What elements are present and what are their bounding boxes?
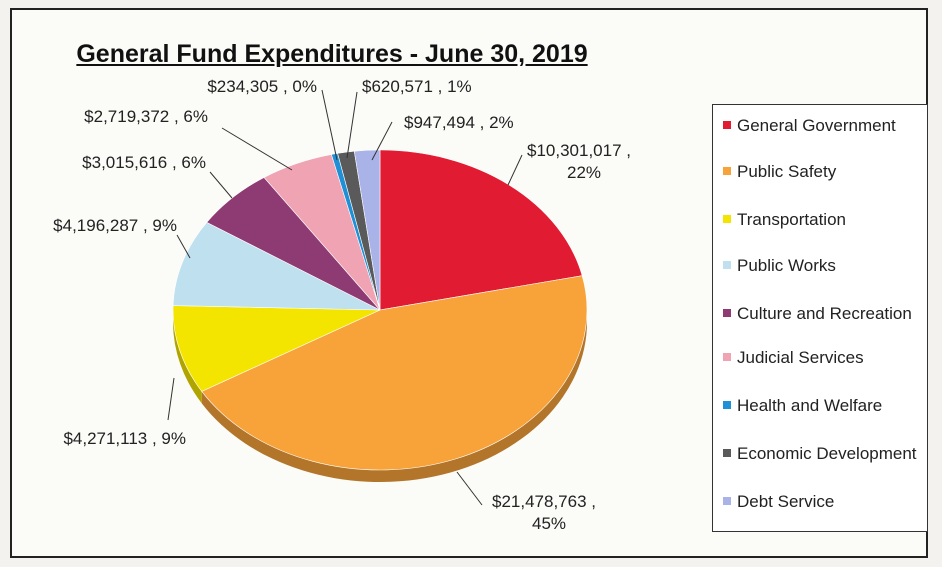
leader-line-6 <box>321 89 338 161</box>
pie-sides <box>173 310 587 482</box>
data-label-7: $620,571 , 1% <box>362 77 472 96</box>
legend-label-6: Health and Welfare <box>737 396 883 415</box>
chart-frame: General Fund Expenditures - June 30, 201… <box>10 8 928 558</box>
data-label-4: $3,015,616 , 6% <box>82 153 206 172</box>
data-label-6: $234,305 , 0% <box>207 77 317 96</box>
legend-label-1: Public Safety <box>737 162 837 181</box>
pie-side-2 <box>173 310 202 404</box>
pie-slice-8 <box>353 149 381 311</box>
legend-label-3: Public Works <box>737 256 836 275</box>
chart-title: General Fund Expenditures - June 30, 201… <box>76 40 588 68</box>
legend-swatch-4 <box>723 309 731 317</box>
legend-label-7: Economic Development <box>737 444 917 463</box>
data-label-5: $2,719,372 , 6% <box>84 107 208 126</box>
legend-swatch-8 <box>723 497 731 505</box>
legend-swatch-3 <box>723 261 731 269</box>
leader-line-8 <box>371 121 393 161</box>
leader-line-5 <box>221 127 293 171</box>
pie-slice-3 <box>172 221 381 311</box>
chart-legend: General Government Public Safety Transport… <box>712 104 928 532</box>
legend-label-5: Judicial Services <box>737 348 864 367</box>
legend-swatch-1 <box>723 167 731 175</box>
leader-line-0 <box>507 154 523 186</box>
data-label-3: $4,196,287 , 9% <box>53 216 177 235</box>
data-label-2: $4,271,113 , 9% <box>63 429 186 448</box>
legend-swatch-6 <box>723 401 731 409</box>
leader-line-4 <box>209 171 233 199</box>
leader-line-1 <box>456 471 483 506</box>
legend-label-8: Debt Service <box>737 492 835 511</box>
data-label-8: $947,494 , 2% <box>404 113 514 132</box>
legend-label-4: Culture and Recreation <box>737 304 912 323</box>
legend-swatch-2 <box>723 215 731 223</box>
pie-chart: $10,301,017 , 22% $21,478,763 , 45% $4,271,1… <box>53 77 631 533</box>
leader-line-7 <box>346 91 358 159</box>
legend-swatch-0 <box>723 121 731 129</box>
pie-slice-2 <box>172 305 381 392</box>
data-label-0: $10,301,017 , 22% <box>527 141 631 182</box>
pie-slice-0 <box>379 149 583 311</box>
legend-label-2: Transportation <box>737 210 846 229</box>
legend-label-0: General Government <box>737 116 896 135</box>
leader-line-3 <box>176 234 191 259</box>
legend-swatch-5 <box>723 353 731 361</box>
leader-line-2 <box>167 377 175 421</box>
data-label-1: $21,478,763 , 45% <box>492 492 596 533</box>
legend-swatch-7 <box>723 449 731 457</box>
pie-slice-1 <box>201 275 588 471</box>
